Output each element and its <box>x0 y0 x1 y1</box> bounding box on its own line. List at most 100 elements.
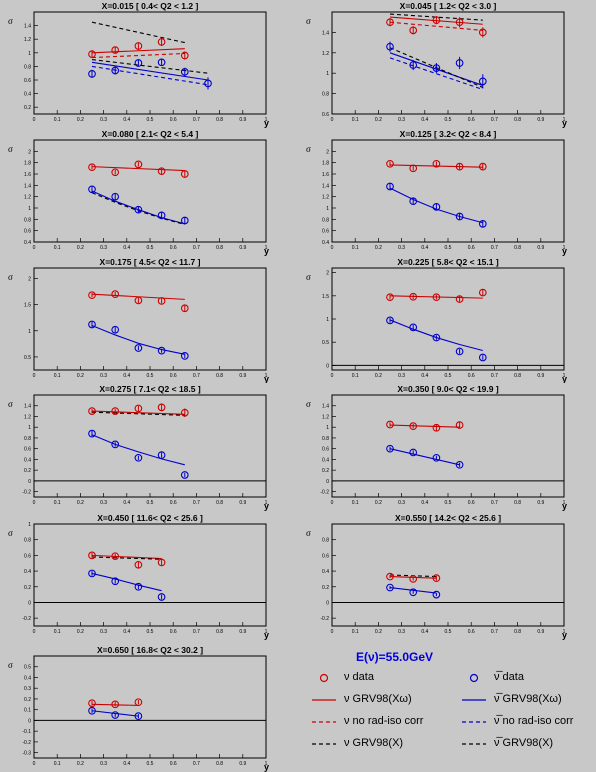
data-point <box>180 352 189 360</box>
x-tick-label: 0.8 <box>216 500 223 506</box>
y-axis-label: σ <box>306 399 311 409</box>
data-point <box>409 197 418 206</box>
x-tick-label: 0.2 <box>375 117 382 123</box>
data-point <box>157 346 166 355</box>
data-point <box>111 711 120 719</box>
data-point <box>111 66 120 75</box>
data-point <box>134 560 143 569</box>
data-point <box>386 420 394 429</box>
data-point <box>180 408 189 417</box>
panel-title: X=0.015 [ 0.4< Q2 < 1.2 ] <box>102 1 199 11</box>
y-axis-label: σ <box>8 660 13 670</box>
y-tick-label: 1 <box>326 206 329 212</box>
legend-symbol <box>312 743 336 745</box>
data-point <box>111 46 120 54</box>
data-point <box>111 192 120 201</box>
y-tick-label: 0.8 <box>24 436 31 442</box>
y-tick-label: 1 <box>28 329 31 335</box>
x-tick-label: 0.1 <box>54 629 61 635</box>
y-tick-label: 0.8 <box>322 538 329 544</box>
data-point <box>157 593 166 601</box>
x-tick-label: 0.1 <box>54 117 61 123</box>
series-line <box>91 325 185 355</box>
x-tick-label: 0.6 <box>468 117 475 123</box>
x-tick-label: 0.5 <box>147 117 154 123</box>
x-axis-label: y <box>264 246 269 256</box>
x-tick-label: 1 <box>265 500 268 506</box>
x-tick-label: 0.3 <box>100 245 107 251</box>
panel-title: X=0.175 [ 4.5< Q2 < 11.7 ] <box>100 257 201 267</box>
legend-label: ν̅ no rad-iso corr <box>494 715 574 727</box>
panel-pad <box>4 383 284 511</box>
x-tick-label: 0.7 <box>193 500 200 506</box>
x-tick-label: 0.4 <box>123 117 130 123</box>
panel-pad <box>302 512 582 640</box>
y-tick-label: -0.2 <box>22 740 31 746</box>
y-axis-label: σ <box>306 16 311 26</box>
data-point <box>88 50 96 59</box>
x-axis-label: y <box>562 118 567 128</box>
data-point <box>455 18 464 27</box>
x-tick-label: 0.5 <box>445 500 452 506</box>
panel-title: X=0.450 [ 11.6< Q2 < 25.6 ] <box>97 513 203 523</box>
x-tick-label: 0.9 <box>537 245 544 251</box>
y-tick-label: 2 <box>326 271 329 277</box>
x-tick-label: 0.6 <box>170 245 177 251</box>
x-tick-label: 1 <box>563 117 566 123</box>
x-tick-label: 1 <box>265 117 268 123</box>
y-tick-label: 0.6 <box>24 447 31 453</box>
data-point <box>478 220 487 228</box>
x-tick-label: 0.9 <box>537 500 544 506</box>
data-point <box>111 407 120 415</box>
x-axis-label: y <box>264 374 269 384</box>
data-point <box>478 162 487 171</box>
y-tick-label: 1.8 <box>322 161 329 167</box>
x-tick-label: 0.9 <box>239 245 246 251</box>
panel-10: X=0.550 [ 14.2< Q2 < 25.6 ] σ y -0.2 0 0.2 0.4… <box>302 512 582 640</box>
y-tick-label: 0.2 <box>24 468 31 474</box>
y-tick-label: 0.6 <box>24 553 31 559</box>
panel-title: X=0.045 [ 1.2< Q2 < 3.0 ] <box>400 1 497 11</box>
series-line <box>91 556 162 560</box>
data-point <box>88 699 96 708</box>
y-axis-label: σ <box>306 272 311 282</box>
data-point <box>88 407 96 415</box>
y-axis-label: σ <box>306 144 311 154</box>
y-tick-label: -0.1 <box>22 729 31 735</box>
y-axis-label: σ <box>8 528 13 538</box>
legend-symbol <box>462 721 486 723</box>
legend-label: ν̅ data <box>494 671 524 683</box>
data-point <box>88 70 96 78</box>
series-line <box>389 21 483 31</box>
data-point <box>88 163 96 172</box>
x-tick-label: 0 <box>33 245 36 251</box>
y-tick-label: 1 <box>28 425 31 431</box>
y-tick-label: 1.2 <box>322 51 329 57</box>
data-point <box>180 67 189 76</box>
x-tick-label: 0.2 <box>375 629 382 635</box>
y-tick-label: 0.6 <box>322 229 329 235</box>
panel-pad <box>4 256 284 384</box>
x-tick-label: 0.3 <box>398 373 405 379</box>
y-tick-label: 0.2 <box>24 697 31 703</box>
x-tick-label: 0.3 <box>100 117 107 123</box>
x-tick-label: 0.8 <box>514 629 521 635</box>
x-tick-label: 0.3 <box>398 245 405 251</box>
data-point <box>88 185 96 194</box>
x-tick-label: 0.3 <box>100 500 107 506</box>
data-point <box>386 159 394 168</box>
x-tick-label: 0.4 <box>123 245 130 251</box>
x-tick-label: 0.6 <box>468 629 475 635</box>
x-tick-label: 0.1 <box>352 373 359 379</box>
x-tick-label: 0.2 <box>77 117 84 123</box>
x-tick-label: 1 <box>265 761 268 767</box>
data-point <box>455 347 464 356</box>
y-tick-label: 0.1 <box>24 708 31 714</box>
series-line <box>91 411 185 416</box>
data-point <box>455 421 464 429</box>
panel-title: X=0.125 [ 3.2< Q2 < 8.4 ] <box>400 129 497 139</box>
x-tick-label: 0.7 <box>193 245 200 251</box>
y-tick-label: 1.5 <box>24 303 31 309</box>
series-line <box>91 434 185 466</box>
legend-label: ν̅ GRV98(X) <box>494 737 554 749</box>
